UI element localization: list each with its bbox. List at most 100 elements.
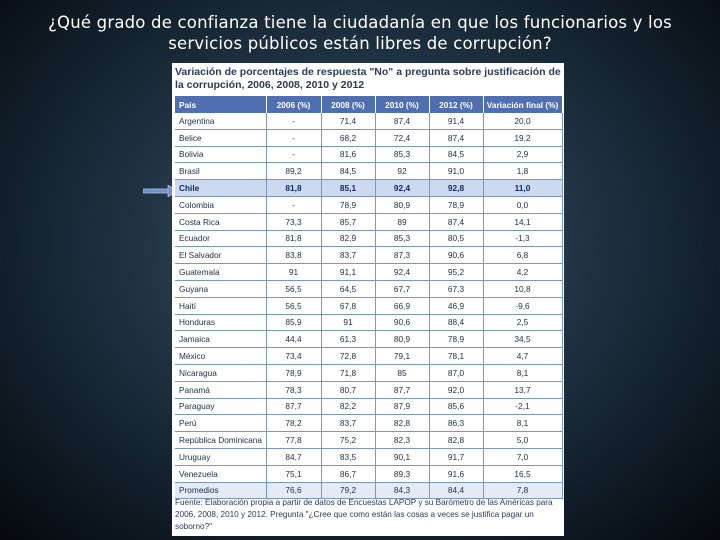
value-cell: 84,3 bbox=[375, 482, 430, 500]
country-cell: Perú bbox=[175, 414, 267, 433]
value-cell: 83,8 bbox=[266, 246, 322, 265]
value-cell: 2,9 bbox=[483, 146, 563, 164]
value-cell: 91 bbox=[266, 263, 322, 281]
table-row: Honduras 85,9 91 90,6 88,4 2,5 bbox=[175, 314, 563, 332]
table-row: Guatemala 91 91,1 92,4 95,2 4,2 bbox=[175, 263, 563, 281]
value-cell: 56,5 bbox=[266, 280, 322, 298]
table-row: Colombia -78,9 80,9 78,9 0,0 bbox=[175, 196, 563, 214]
value-cell: 78,9 bbox=[321, 196, 376, 214]
value-cell: 71,4 bbox=[321, 113, 376, 130]
table-row: Promedios 76,6 79,2 84,3 84,4 7,8 bbox=[175, 482, 563, 500]
value-cell: 84,5 bbox=[429, 146, 484, 164]
value-cell: 67,7 bbox=[375, 280, 430, 298]
table-row: Bolivia -81,6 85,3 84,5 2,9 bbox=[175, 146, 563, 164]
country-cell: Brasil bbox=[175, 162, 267, 181]
value-cell: 86,3 bbox=[429, 414, 484, 433]
country-cell: México bbox=[175, 347, 267, 365]
table-row: Ecuador 81,8 82,9 85,3 80,5 -1,3 bbox=[175, 230, 563, 248]
value-cell: 78,2 bbox=[266, 414, 322, 433]
value-cell: 86,7 bbox=[321, 465, 376, 483]
value-cell: 72,4 bbox=[375, 129, 430, 147]
value-cell: 7,0 bbox=[483, 448, 563, 466]
value-cell: 80,9 bbox=[375, 330, 430, 349]
value-cell: 81,8 bbox=[266, 230, 322, 248]
country-cell: Colombia bbox=[175, 196, 267, 214]
column-header: 2008 (%) bbox=[321, 96, 376, 113]
corruption-justification-table: País 2006 (%) 2008 (%) 2010 (%) 2012 (%) Vari… bbox=[175, 96, 563, 500]
value-cell: 72,8 bbox=[321, 347, 376, 365]
country-cell: El Salvador bbox=[175, 246, 267, 265]
value-cell: 76,6 bbox=[266, 482, 322, 500]
value-cell: 88,4 bbox=[429, 314, 484, 332]
country-cell: Chile bbox=[175, 179, 267, 197]
value-cell: 81,8 bbox=[266, 179, 322, 197]
value-cell: 87,0 bbox=[429, 364, 484, 382]
value-cell: 20,0 bbox=[483, 113, 563, 130]
value-cell: 10,8 bbox=[483, 280, 563, 298]
value-cell: 91,4 bbox=[429, 113, 484, 130]
value-cell: 82,3 bbox=[375, 431, 430, 449]
value-cell: 82,8 bbox=[375, 414, 430, 433]
value-cell: 87,7 bbox=[375, 381, 430, 399]
value-cell: 34,5 bbox=[483, 330, 563, 349]
country-cell: Uruguay bbox=[175, 448, 267, 466]
value-cell: 71,8 bbox=[321, 364, 376, 382]
table-row: Nicaragua 78,9 71,8 85 87,0 8,1 bbox=[175, 364, 563, 382]
value-cell: 81,6 bbox=[321, 146, 376, 164]
table-row: Paraguay 87,7 82,2 87,9 85,6 -2,1 bbox=[175, 398, 563, 416]
country-cell: Nicaragua bbox=[175, 364, 267, 382]
table-row: Perú 78,2 83,7 82,8 86,3 8,1 bbox=[175, 414, 563, 433]
value-cell: 87,7 bbox=[266, 398, 322, 416]
country-cell: Venezuela bbox=[175, 465, 267, 483]
column-header: Variación final (%) bbox=[483, 96, 563, 113]
value-cell: 77,8 bbox=[266, 431, 322, 449]
value-cell: 84,5 bbox=[321, 162, 376, 181]
value-cell: 1,8 bbox=[483, 162, 563, 181]
table-row: Argentina -71,4 87,4 91,4 20,0 bbox=[175, 113, 563, 130]
value-cell: 90,6 bbox=[375, 314, 430, 332]
value-cell: - bbox=[266, 129, 322, 147]
value-cell: 85,3 bbox=[375, 146, 430, 164]
value-cell: 92,8 bbox=[429, 179, 484, 197]
value-cell: 4,2 bbox=[483, 263, 563, 281]
table-row: México 73,4 72,8 79,1 78,1 4,7 bbox=[175, 347, 563, 365]
table-row: Uruguay 84,7 83,5 90,1 91,7 7,0 bbox=[175, 448, 563, 466]
value-cell: 87,4 bbox=[429, 213, 484, 231]
data-table-image: Variación de porcentajes de respuesta "N… bbox=[172, 63, 564, 536]
slide-title-line-1: ¿Qué grado de confianza tiene la ciudada… bbox=[48, 13, 672, 32]
country-cell: Panamá bbox=[175, 381, 267, 399]
table-row: República Dominicana 77,8 75,2 82,3 82,8 5,0 bbox=[175, 431, 563, 449]
country-cell: Guyana bbox=[175, 280, 267, 298]
country-cell: Honduras bbox=[175, 314, 267, 332]
value-cell: 87,3 bbox=[375, 246, 430, 265]
value-cell: 85,6 bbox=[429, 398, 484, 416]
value-cell: 87,4 bbox=[429, 129, 484, 147]
country-cell: Belice bbox=[175, 129, 267, 147]
value-cell: 89 bbox=[375, 213, 430, 231]
value-cell: 78,9 bbox=[266, 364, 322, 382]
value-cell: 64,5 bbox=[321, 280, 376, 298]
value-cell: 2,5 bbox=[483, 314, 563, 332]
value-cell: 4,7 bbox=[483, 347, 563, 365]
country-cell: Paraguay bbox=[175, 398, 267, 416]
value-cell: 78,3 bbox=[266, 381, 322, 399]
value-cell: 73,3 bbox=[266, 213, 322, 231]
column-header: 2010 (%) bbox=[375, 96, 430, 113]
table-row: Brasil 89,2 84,5 92 91,0 1,8 bbox=[175, 162, 563, 181]
value-cell: 44,4 bbox=[266, 330, 322, 349]
value-cell: 85,7 bbox=[321, 213, 376, 231]
value-cell: 82,2 bbox=[321, 398, 376, 416]
value-cell: 80,5 bbox=[429, 230, 484, 248]
table-row: Guyana 56,5 64,5 67,7 67,3 10,8 bbox=[175, 280, 563, 298]
value-cell: 75,1 bbox=[266, 465, 322, 483]
slide-title: ¿Qué grado de confianza tiene la ciudada… bbox=[10, 12, 710, 54]
value-cell: 83,5 bbox=[321, 448, 376, 466]
country-cell: Promedios bbox=[175, 482, 267, 500]
value-cell: 84,7 bbox=[266, 448, 322, 466]
value-cell: 66,9 bbox=[375, 297, 430, 315]
value-cell: 61,3 bbox=[321, 330, 376, 349]
value-cell: 95,2 bbox=[429, 263, 484, 281]
value-cell: 6,8 bbox=[483, 246, 563, 265]
value-cell: 78,9 bbox=[429, 330, 484, 349]
country-cell: Haití bbox=[175, 297, 267, 315]
